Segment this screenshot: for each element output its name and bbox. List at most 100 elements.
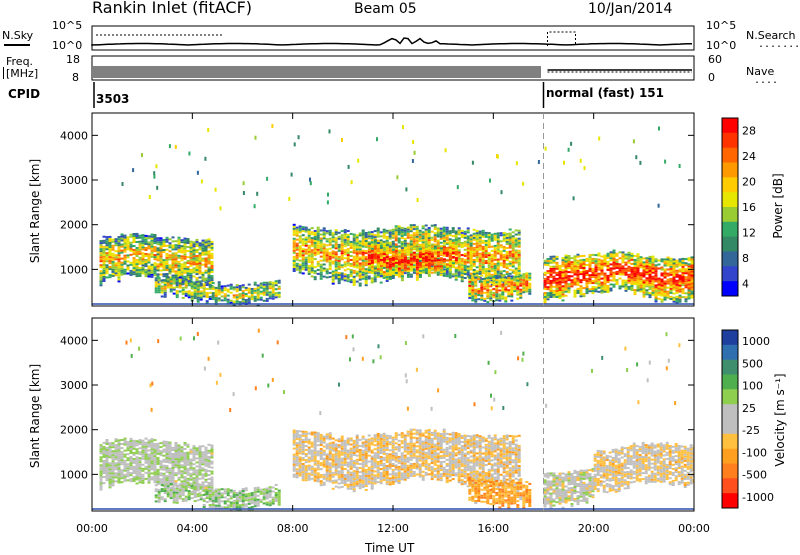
echo-cell [169,250,172,252]
echo-cell [178,477,181,479]
echo-cell [311,243,314,245]
echo-cell [181,446,184,448]
echo-cell [344,235,347,237]
echo-cell [407,248,410,250]
echo-cell [691,260,694,262]
echo-cell [377,244,380,246]
echo-cell [160,257,163,259]
echo-cell [601,278,604,280]
echo-cell [178,265,181,267]
echo-cell [350,269,353,271]
echo-cell [227,291,230,293]
echo-cell [637,267,640,269]
echo-cell [248,290,251,292]
echo-cell [353,258,356,260]
echo-cell [100,244,103,246]
echo-cell [613,254,616,256]
echo-cell [691,279,694,281]
echo-cell [495,293,498,295]
echo-cell [145,442,148,444]
echo-cell [181,259,184,261]
echo-cell [106,248,109,250]
echo-cell [368,265,371,267]
echo-cell [320,248,323,250]
echo-cell [404,255,407,257]
echo-cell [121,244,124,246]
echo-cell [401,227,404,229]
echo-cell [124,466,127,468]
echo-cell [580,291,583,293]
echo-cell [458,266,461,268]
echo-cell [431,258,434,260]
echo-cell [661,283,664,285]
scatter-echo-cell [153,171,155,175]
echo-cell [565,277,568,279]
echo-cell [160,247,163,249]
echo-cell [607,263,610,265]
echo-cell [166,447,169,449]
echo-cell [407,262,410,264]
echo-cell [679,265,682,267]
echo-cell [118,449,121,451]
echo-cell [112,474,115,476]
echo-cell [676,276,679,278]
echo-cell [634,277,637,279]
echo-cell [172,461,175,463]
echo-cell [205,244,208,246]
echo-cell [154,240,157,242]
echo-cell [512,243,515,245]
scatter-echo-cell [573,196,575,200]
echo-cell [133,267,136,269]
echo-cell [236,290,239,292]
scatter-echo-cell [188,152,190,156]
echo-cell [350,233,353,235]
echo-cell [299,256,302,258]
echo-cell [181,452,184,454]
echo-cell [275,296,278,298]
echo-cell [559,271,562,273]
echo-cell [211,241,214,243]
echo-cell [577,266,580,268]
echo-cell [311,275,314,277]
echo-cell [431,268,434,270]
echo-cell [631,281,634,283]
echo-cell [467,270,470,272]
echo-cell [670,284,673,286]
echo-cell [133,263,136,265]
echo-cell [486,289,489,291]
echo-cell [377,268,380,270]
echo-cell [106,469,109,471]
echo-cell [685,270,688,272]
echo-cell [148,476,151,478]
echo-cell [455,259,458,261]
echo-cell [130,472,133,474]
echo-cell [383,267,386,269]
echo-cell [510,300,513,302]
echo-cell [440,274,443,276]
echo-cell [512,245,515,247]
echo-cell [190,473,193,475]
echo-cell [154,238,157,240]
echo-cell [184,272,187,274]
echo-cell [410,276,413,278]
echo-cell [428,275,431,277]
echo-cell [512,235,515,237]
echo-cell [670,296,673,298]
echo-cell [682,288,685,290]
echo-cell [640,276,643,278]
echo-cell [652,268,655,270]
echo-cell [133,466,136,468]
echo-cell [335,233,338,235]
echo-cell [494,273,497,275]
echo-cell [199,281,202,283]
echo-cell [410,262,413,264]
echo-cell [181,470,184,472]
echo-cell [374,230,377,232]
echo-cell [118,268,121,270]
echo-cell [196,453,199,455]
echo-cell [518,250,521,252]
echo-cell [468,285,471,287]
echo-cell [166,257,169,259]
echo-cell [655,264,658,266]
echo-cell [359,263,362,265]
